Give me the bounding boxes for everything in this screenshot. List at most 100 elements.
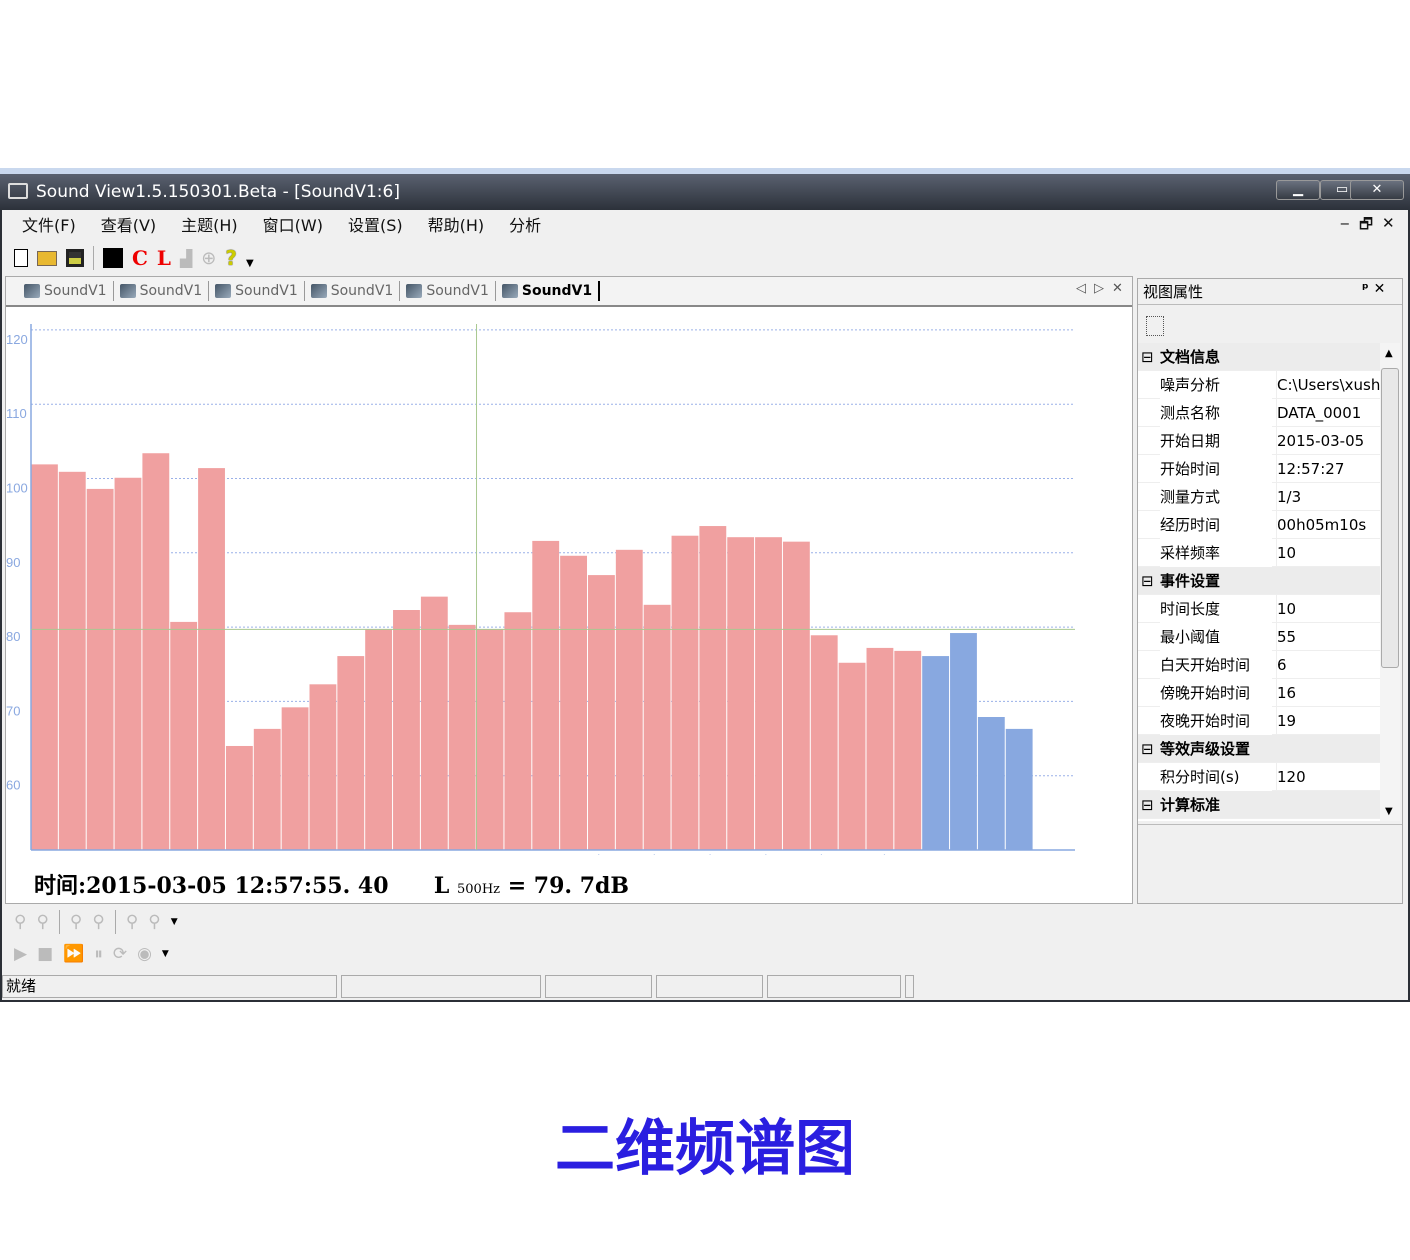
property-row[interactable]: 测量方式 1/3: [1138, 483, 1380, 511]
property-value[interactable]: 10: [1276, 595, 1380, 623]
chart-icon[interactable]: ▟: [179, 248, 193, 268]
color-black-icon[interactable]: [103, 248, 123, 268]
tab-label: SoundV1: [330, 283, 394, 299]
zoom-y-in-icon[interactable]: ⚲: [148, 912, 161, 932]
tab-soundv1-3[interactable]: SoundV1: [209, 281, 305, 301]
open-folder-icon[interactable]: [37, 250, 57, 266]
x-tick-label: 2kHz: [646, 852, 676, 855]
main-toolbar: C L ▟ ⊕ ? ▼: [14, 244, 254, 272]
toolbar-overflow-icon[interactable]: ▼: [161, 949, 169, 959]
tab-soundv1-1[interactable]: SoundV1: [18, 281, 114, 301]
property-value[interactable]: 16: [1276, 679, 1380, 707]
property-row[interactable]: 采样频率 10: [1138, 539, 1380, 567]
spectrum-chart[interactable]: 60 70 80 90 100 110 120 12.5Hz 20Hz 31.5Hz 50Hz 80H…: [5, 310, 1130, 855]
band-bar: [309, 684, 337, 850]
menu-help[interactable]: 帮助(H): [427, 216, 485, 235]
property-value[interactable]: 1/3: [1276, 483, 1380, 511]
band-bar: [225, 745, 253, 850]
x-tick-label: 20Hz: [89, 852, 119, 855]
menu-file[interactable]: 文件(F): [22, 216, 76, 235]
mdi-restore-button[interactable]: 🗗: [1359, 215, 1374, 233]
property-row[interactable]: 最小阈值 55: [1138, 623, 1380, 651]
l-weighting-button[interactable]: L: [156, 246, 171, 270]
overall-bar: [922, 656, 950, 850]
pause-icon[interactable]: ⏸: [94, 944, 103, 964]
menu-settings[interactable]: 设置(S): [347, 216, 403, 235]
tab-soundv1-2[interactable]: SoundV1: [114, 281, 210, 301]
categorized-sort-icon[interactable]: [1146, 316, 1164, 336]
property-value[interactable]: DATA_0001: [1276, 399, 1380, 427]
band-bar: [671, 535, 699, 850]
property-row[interactable]: 噪声分析 C:\Users\xush: [1138, 371, 1380, 399]
property-row[interactable]: 积分时间(s) 120: [1138, 763, 1380, 791]
menu-theme[interactable]: 主题(H): [181, 216, 238, 235]
minimize-button[interactable]: ▁: [1276, 180, 1320, 200]
menu-analysis[interactable]: 分析: [509, 216, 542, 235]
toolbar-separator: [93, 246, 94, 270]
property-value[interactable]: 00h05m10s: [1276, 511, 1380, 539]
zoom-out-icon[interactable]: ⚲: [36, 912, 49, 932]
property-value[interactable]: 10: [1276, 539, 1380, 567]
menu-view[interactable]: 查看(V): [100, 216, 157, 235]
property-row[interactable]: 白天开始时间 6: [1138, 651, 1380, 679]
speaker-icon[interactable]: ◉: [137, 944, 152, 964]
tab-label: SoundV1: [235, 283, 298, 299]
zoom-y-out-icon[interactable]: ⚲: [125, 912, 139, 932]
fast-forward-icon[interactable]: ⏩: [63, 944, 85, 964]
x-tick-label: 200Hz: [367, 852, 405, 855]
property-value[interactable]: 55: [1276, 623, 1380, 651]
zoom-reset-icon[interactable]: ⚲: [92, 912, 105, 932]
band-bar: [560, 555, 587, 850]
property-row[interactable]: 傍晚开始时间 16: [1138, 679, 1380, 707]
band-bar: [420, 596, 448, 850]
property-section[interactable]: 文档信息: [1138, 343, 1380, 371]
property-value[interactable]: 120: [1276, 763, 1380, 791]
property-row[interactable]: 开始时间 12:57:27: [1138, 455, 1380, 483]
property-section[interactable]: 计算标准: [1138, 791, 1380, 819]
property-value[interactable]: 19: [1276, 707, 1380, 735]
tab-soundv1-6[interactable]: SoundV1: [496, 281, 601, 301]
readout-l-value: = 79. 7dB: [507, 873, 629, 899]
scroll-down-icon[interactable]: ▼: [1385, 806, 1393, 817]
new-file-icon[interactable]: [14, 249, 28, 267]
property-row[interactable]: 时间长度 10: [1138, 595, 1380, 623]
scrollbar-thumb[interactable]: [1381, 368, 1399, 668]
band-bar: [476, 629, 504, 850]
property-row[interactable]: 开始日期 2015-03-05: [1138, 427, 1380, 455]
tab-navigation-buttons[interactable]: ◁▷✕: [1076, 281, 1131, 296]
property-section[interactable]: 事件设置: [1138, 567, 1380, 595]
band-bar: [532, 540, 560, 850]
property-value[interactable]: 2015-03-05: [1276, 427, 1380, 455]
menu-window[interactable]: 窗口(W): [262, 216, 323, 235]
play-icon[interactable]: ▶: [14, 944, 28, 964]
refresh-icon[interactable]: ⟳: [112, 944, 128, 964]
scroll-up-icon[interactable]: ▲: [1385, 348, 1393, 359]
property-value[interactable]: C:\Users\xush: [1276, 371, 1380, 399]
help-icon[interactable]: ?: [225, 246, 237, 270]
zoom-in-icon[interactable]: ⚲: [14, 912, 27, 932]
property-section[interactable]: 等效声级设置: [1138, 735, 1380, 763]
properties-pin-close-buttons[interactable]: ᵖ ✕: [1362, 281, 1386, 297]
property-row[interactable]: 经历时间 00h05m10s: [1138, 511, 1380, 539]
tab-soundv1-4[interactable]: SoundV1: [305, 281, 401, 301]
tab-soundv1-5[interactable]: SoundV1: [400, 281, 496, 301]
toolbar-overflow-icon[interactable]: ▼: [170, 917, 178, 927]
zoom-region-icon[interactable]: ⚲: [69, 912, 83, 932]
property-row[interactable]: 夜晚开始时间 19: [1138, 707, 1380, 735]
band-bar: [866, 647, 894, 850]
c-weighting-button[interactable]: C: [132, 246, 148, 270]
add-icon[interactable]: ⊕: [201, 247, 217, 269]
toolbar-overflow-icon[interactable]: ▼: [246, 257, 254, 269]
band-bar: [894, 650, 922, 850]
property-value[interactable]: 6: [1276, 651, 1380, 679]
save-icon[interactable]: [66, 249, 84, 267]
readout-l-prefix: L: [433, 873, 458, 899]
readout-l-band: 500Hz: [457, 882, 501, 897]
stop-icon[interactable]: ■: [37, 944, 54, 964]
property-value[interactable]: 12:57:27: [1276, 455, 1380, 483]
x-tick-label: 8kHz: [813, 852, 843, 855]
mdi-minimize-button[interactable]: ‒: [1340, 214, 1350, 232]
close-button[interactable]: ✕: [1350, 180, 1404, 200]
property-row[interactable]: 测点名称 DATA_0001: [1138, 399, 1380, 427]
mdi-close-button[interactable]: ✕: [1382, 214, 1395, 232]
